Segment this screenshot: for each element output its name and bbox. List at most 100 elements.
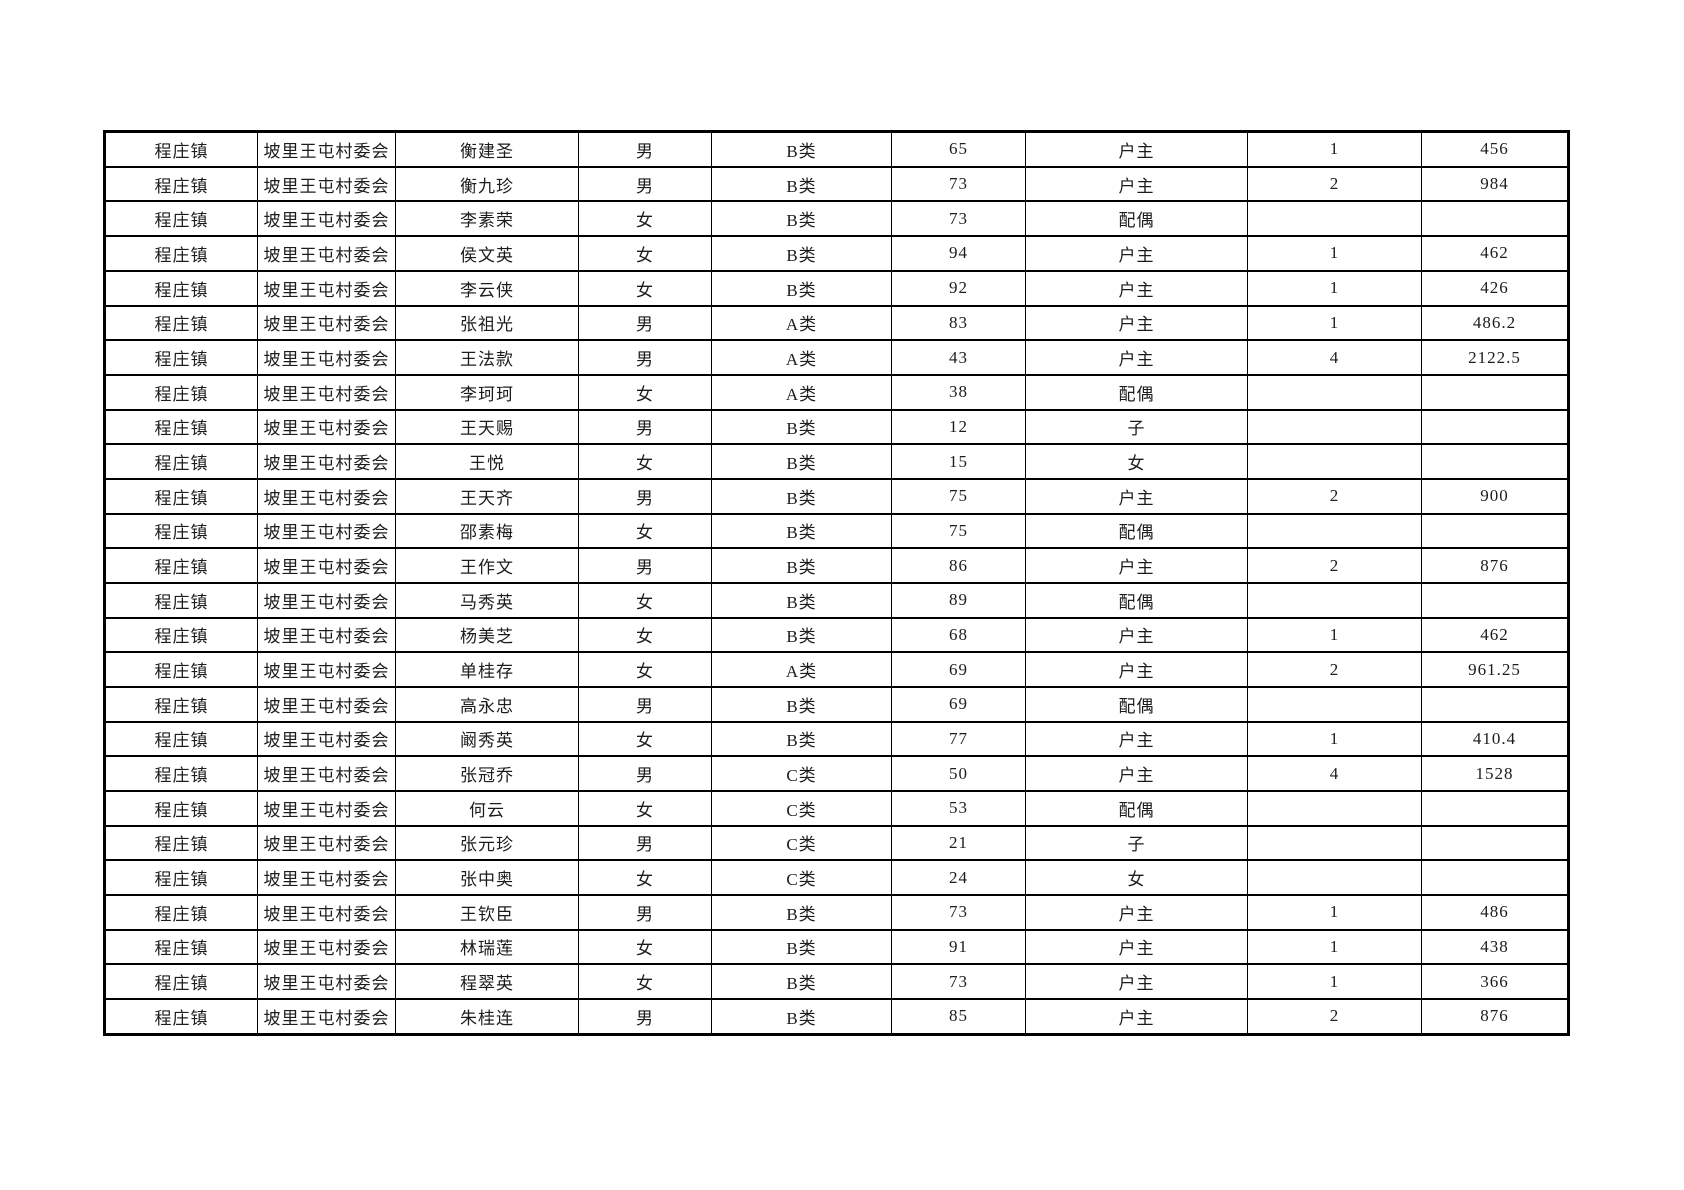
cell-name: 张冠乔 <box>395 755 579 792</box>
cell-village: 坡里王屯村委会 <box>257 477 396 515</box>
cell-relation: 子 <box>1025 824 1248 862</box>
cell-count <box>1247 200 1422 238</box>
cell-town: 程庄镇 <box>104 235 258 272</box>
cell-relation: 户主 <box>1025 963 1248 1000</box>
cell-amount: 456 <box>1421 130 1569 168</box>
cell-town: 程庄镇 <box>104 408 258 446</box>
cell-village: 坡里王屯村委会 <box>257 547 396 584</box>
table-row: 程庄镇 坡里王屯村委会 马秀英女 B类 89 配偶 <box>104 581 1569 619</box>
cell-category: C类 <box>711 755 892 792</box>
cell-town: 程庄镇 <box>104 651 258 688</box>
cell-category: C类 <box>711 824 892 862</box>
cell-gender: 男 <box>578 685 712 723</box>
cell-name: 张元珍 <box>395 824 579 862</box>
cell-town: 程庄镇 <box>104 165 258 203</box>
cell-town: 程庄镇 <box>104 547 258 584</box>
cell-town: 程庄镇 <box>104 130 258 168</box>
cell-amount <box>1421 512 1569 550</box>
cell-village: 坡里王屯村委会 <box>257 651 396 688</box>
cell-category: B类 <box>711 200 892 238</box>
cell-relation: 户主 <box>1025 893 1248 931</box>
cell-amount: 876 <box>1421 997 1569 1036</box>
cell-amount: 1528 <box>1421 755 1569 792</box>
cell-gender: 男 <box>578 547 712 584</box>
cell-relation: 户主 <box>1025 755 1248 792</box>
cell-relation: 户主 <box>1025 339 1248 376</box>
cell-village: 坡里王屯村委会 <box>257 165 396 203</box>
cell-count <box>1247 581 1422 619</box>
cell-age: 73 <box>891 963 1026 1000</box>
cell-town: 程庄镇 <box>104 616 258 654</box>
cell-gender: 女 <box>578 928 712 966</box>
cell-relation: 户主 <box>1025 269 1248 307</box>
cell-village: 坡里王屯村委会 <box>257 997 396 1036</box>
cell-category: B类 <box>711 130 892 168</box>
table-row: 程庄镇 坡里王屯村委会 何云女 C类 53 配偶 <box>104 789 1569 827</box>
cell-town: 程庄镇 <box>104 824 258 862</box>
cell-category: B类 <box>711 269 892 307</box>
table-row: 程庄镇 坡里王屯村委会 杨美芝女 B类 68 户主 1 462 <box>104 616 1569 654</box>
cell-age: 86 <box>891 547 1026 584</box>
cell-amount <box>1421 685 1569 723</box>
cell-town: 程庄镇 <box>104 477 258 515</box>
cell-gender: 女 <box>578 373 712 411</box>
cell-amount: 900 <box>1421 477 1569 515</box>
cell-gender: 男 <box>578 477 712 515</box>
cell-relation: 女 <box>1025 443 1248 480</box>
cell-relation: 配偶 <box>1025 373 1248 411</box>
table-row: 程庄镇 坡里王屯村委会 衡九珍男 B类 73 户主 2 984 <box>104 165 1569 203</box>
cell-category: B类 <box>711 512 892 550</box>
cell-village: 坡里王屯村委会 <box>257 130 396 168</box>
cell-name: 程翠英 <box>395 963 579 1000</box>
cell-town: 程庄镇 <box>104 928 258 966</box>
cell-name: 高永忠 <box>395 685 579 723</box>
cell-count: 4 <box>1247 755 1422 792</box>
cell-amount <box>1421 824 1569 862</box>
cell-count: 2 <box>1247 547 1422 584</box>
cell-town: 程庄镇 <box>104 269 258 307</box>
cell-age: 12 <box>891 408 1026 446</box>
cell-town: 程庄镇 <box>104 304 258 342</box>
cell-gender: 女 <box>578 963 712 1000</box>
cell-age: 65 <box>891 130 1026 168</box>
table-row: 程庄镇 坡里王屯村委会 侯文英女 B类 94 户主 1 462 <box>104 235 1569 272</box>
cell-village: 坡里王屯村委会 <box>257 789 396 827</box>
cell-age: 15 <box>891 443 1026 480</box>
cell-relation: 户主 <box>1025 616 1248 654</box>
cell-name: 王天齐 <box>395 477 579 515</box>
cell-count: 1 <box>1247 304 1422 342</box>
table-row: 程庄镇 坡里王屯村委会 高永忠男 B类 69 配偶 <box>104 685 1569 723</box>
cell-gender: 男 <box>578 165 712 203</box>
cell-relation: 户主 <box>1025 477 1248 515</box>
cell-category: B类 <box>711 685 892 723</box>
table-row: 程庄镇 坡里王屯村委会 张中奥女 C类 24 女 <box>104 859 1569 896</box>
cell-amount: 876 <box>1421 547 1569 584</box>
cell-count: 2 <box>1247 997 1422 1036</box>
table-row: 程庄镇 坡里王屯村委会 王作文男 B类 86 户主 2 876 <box>104 547 1569 584</box>
cell-count <box>1247 685 1422 723</box>
cell-count: 1 <box>1247 963 1422 1000</box>
cell-age: 85 <box>891 997 1026 1036</box>
table-row: 程庄镇 坡里王屯村委会 李云侠女 B类 92 户主 1 426 <box>104 269 1569 307</box>
cell-name: 衡建圣 <box>395 130 579 168</box>
cell-village: 坡里王屯村委会 <box>257 755 396 792</box>
cell-name: 王钦臣 <box>395 893 579 931</box>
cell-relation: 户主 <box>1025 651 1248 688</box>
cell-village: 坡里王屯村委会 <box>257 616 396 654</box>
cell-name: 张中奥 <box>395 859 579 896</box>
cell-age: 73 <box>891 165 1026 203</box>
cell-amount: 961.25 <box>1421 651 1569 688</box>
cell-gender: 男 <box>578 130 712 168</box>
cell-name: 何云 <box>395 789 579 827</box>
cell-count: 1 <box>1247 893 1422 931</box>
cell-village: 坡里王屯村委会 <box>257 269 396 307</box>
cell-relation: 户主 <box>1025 720 1248 758</box>
cell-count <box>1247 408 1422 446</box>
table-row: 程庄镇 坡里王屯村委会 王天赐男 B类 12 子 <box>104 408 1569 446</box>
cell-amount: 486 <box>1421 893 1569 931</box>
cell-age: 21 <box>891 824 1026 862</box>
cell-gender: 女 <box>578 651 712 688</box>
cell-relation: 配偶 <box>1025 685 1248 723</box>
cell-gender: 女 <box>578 235 712 272</box>
